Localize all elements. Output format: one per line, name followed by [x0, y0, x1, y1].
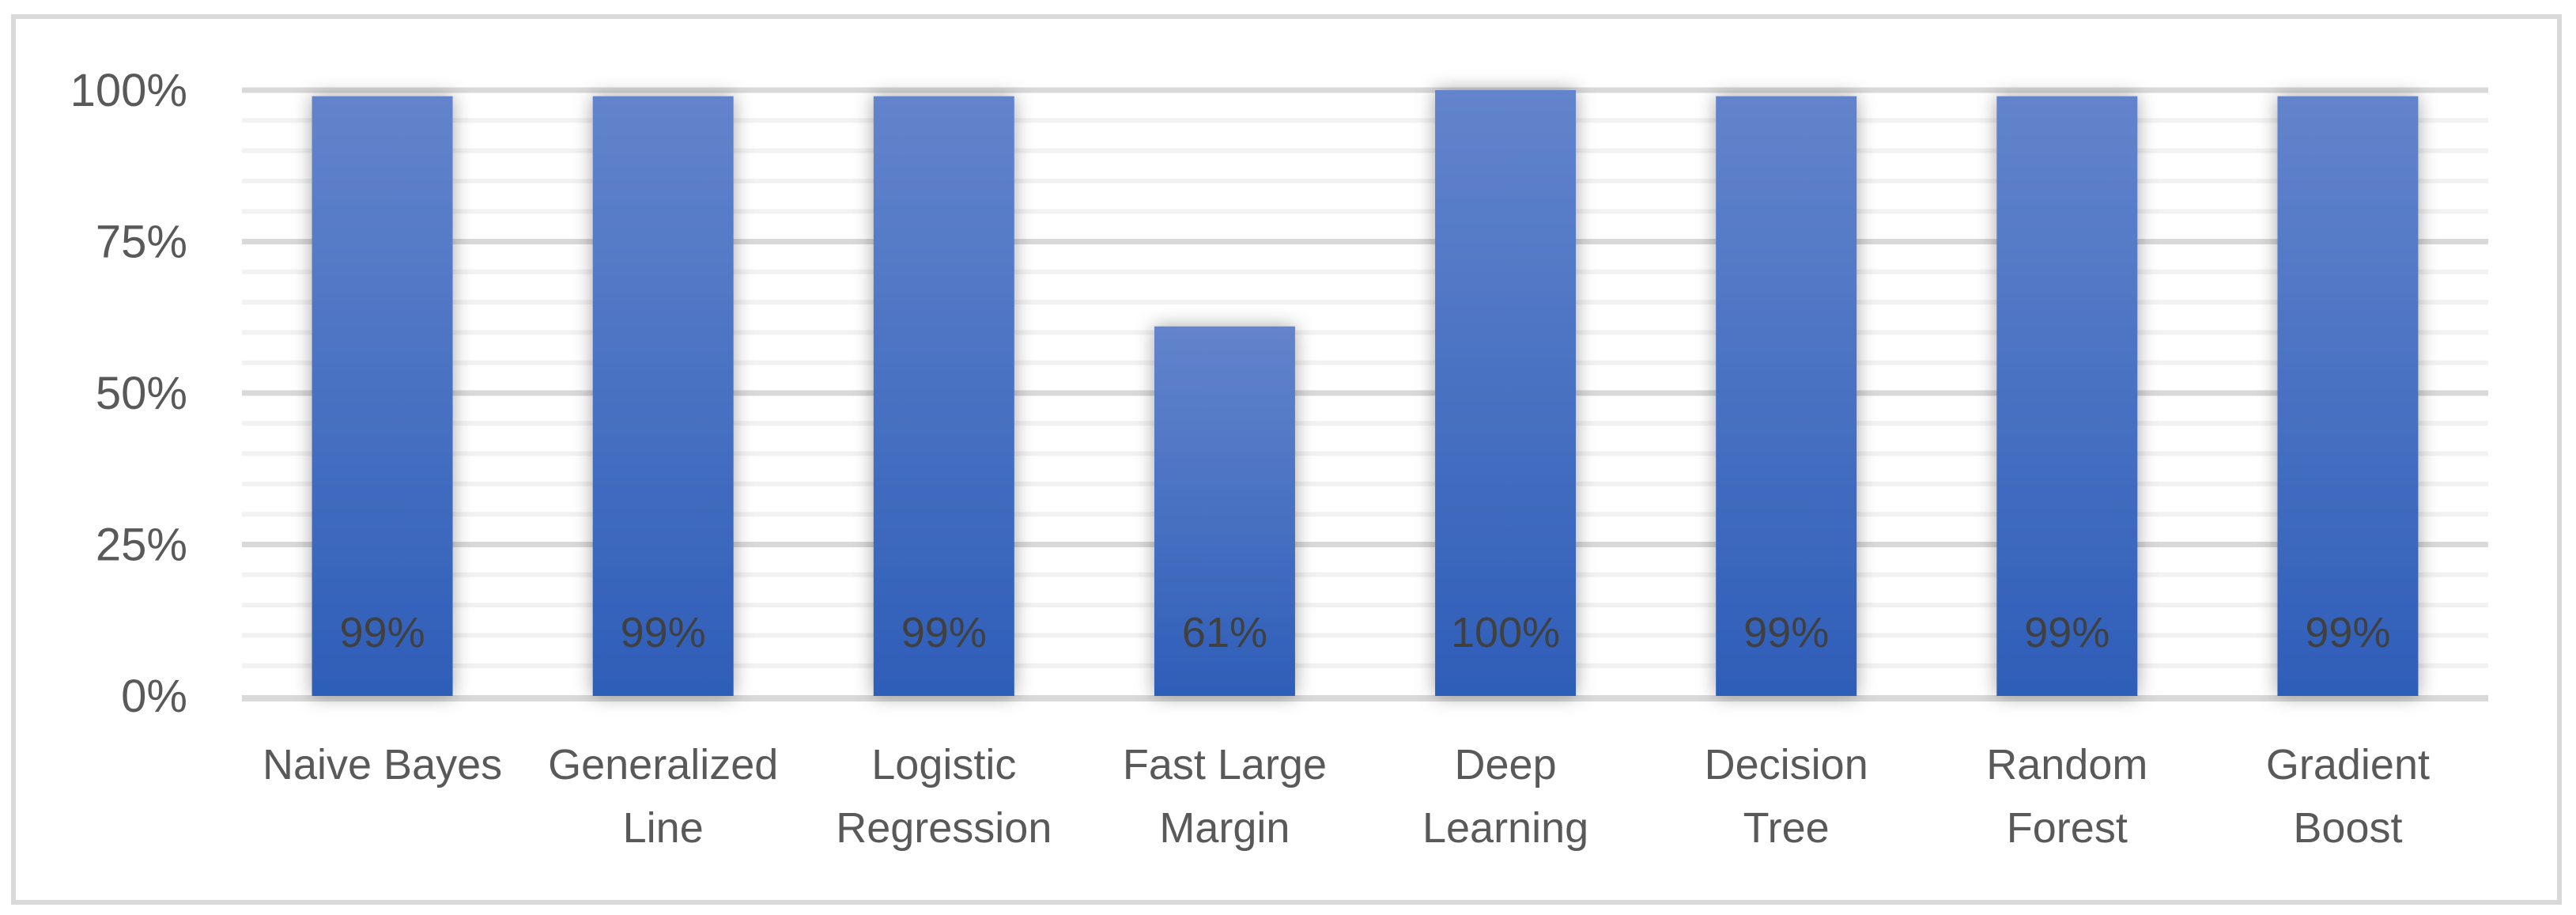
bars: [312, 90, 2419, 696]
x-tick-label: Generalized: [548, 741, 778, 788]
bar: [1154, 326, 1295, 696]
data-label: 99%: [340, 609, 425, 656]
y-tick-label: 100%: [70, 65, 187, 116]
bar: [2277, 96, 2419, 696]
y-tick-label: 0%: [121, 671, 187, 722]
bar: [1996, 96, 2138, 696]
bar: [873, 96, 1014, 696]
data-label: 99%: [901, 609, 987, 656]
x-tick-label: Learning: [1422, 804, 1588, 852]
x-tick-label: Logistic: [871, 741, 1016, 788]
x-tick-label: Deep: [1455, 741, 1557, 788]
data-label: 99%: [621, 609, 706, 656]
data-label: 99%: [2305, 609, 2390, 656]
data-label: 99%: [2024, 609, 2110, 656]
y-tick-label: 75%: [96, 217, 187, 268]
y-tick-label: 25%: [96, 520, 187, 571]
x-tick-label: Fast Large: [1123, 741, 1327, 788]
x-tick-label: Regression: [836, 804, 1052, 852]
x-tick-label: Decision: [1705, 741, 1868, 788]
bar: [1716, 96, 1857, 696]
data-label: 61%: [1182, 609, 1267, 656]
bar: [592, 96, 734, 696]
x-tick-label: Margin: [1159, 804, 1290, 852]
data-label: 99%: [1743, 609, 1829, 656]
x-tick-label: Random: [1986, 741, 2147, 788]
x-tick-label: Tree: [1743, 804, 1830, 852]
x-tick-label: Naive Bayes: [263, 741, 502, 788]
x-tick-label: Line: [623, 804, 704, 852]
x-tick-label: Boost: [2293, 804, 2402, 852]
x-tick-label: Gradient: [2266, 741, 2430, 788]
x-tick-label: Forest: [2007, 804, 2128, 852]
data-labels: 99% 99% 99% 61% 100% 99% 99% 99%: [340, 609, 2391, 656]
y-axis-ticks: 0% 25% 50% 75% 100%: [70, 65, 187, 722]
data-label: 100%: [1451, 609, 1560, 656]
gridlines: [242, 87, 2488, 701]
bar: [312, 96, 453, 696]
bar: [1435, 90, 1577, 696]
y-tick-label: 50%: [96, 368, 187, 419]
x-axis-ticks: Naive Bayes Generalized Line Logistic Regres…: [263, 741, 2430, 852]
